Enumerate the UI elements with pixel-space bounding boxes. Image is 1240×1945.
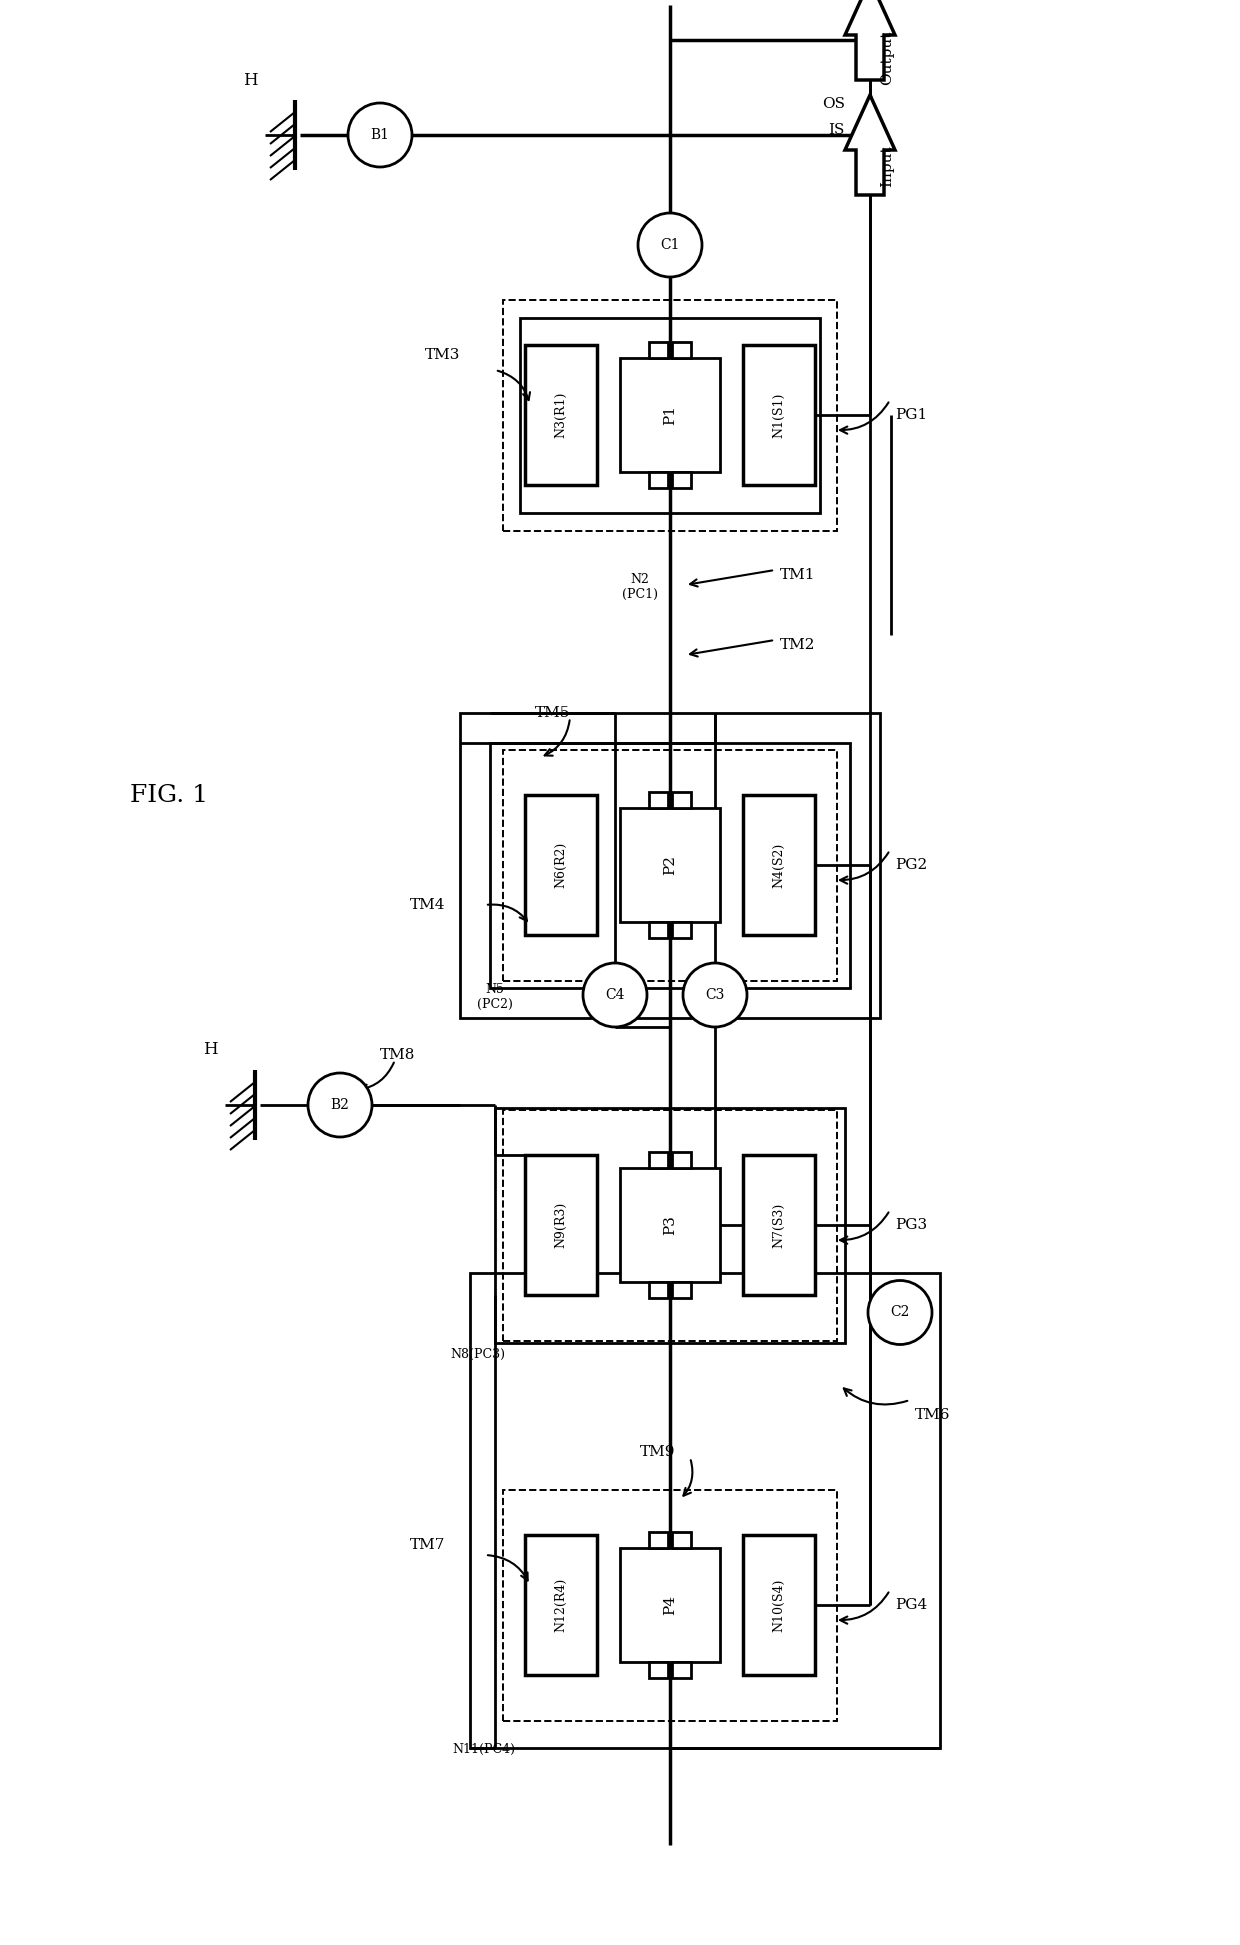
Polygon shape: [844, 95, 895, 194]
Bar: [672, 922, 691, 937]
Text: N1(S1): N1(S1): [773, 393, 785, 438]
Text: P1: P1: [663, 405, 677, 426]
Text: N4(S2): N4(S2): [773, 842, 785, 887]
Bar: [649, 792, 668, 807]
Text: N8(PC3): N8(PC3): [450, 1348, 505, 1360]
Text: PG3: PG3: [895, 1218, 928, 1231]
Bar: [620, 807, 720, 922]
Text: IS: IS: [828, 123, 844, 136]
Text: N11(PC4): N11(PC4): [453, 1743, 515, 1756]
Bar: [525, 1155, 596, 1295]
Bar: [470, 1272, 940, 1747]
Bar: [743, 1155, 815, 1295]
Bar: [672, 342, 691, 358]
Text: PG2: PG2: [895, 858, 928, 871]
Text: PG1: PG1: [895, 408, 928, 422]
Bar: [503, 300, 837, 531]
Bar: [649, 1661, 668, 1679]
Bar: [743, 344, 815, 484]
Text: TM3: TM3: [424, 348, 460, 362]
Text: TM4: TM4: [409, 899, 445, 912]
Text: N2
(PC1): N2 (PC1): [622, 572, 658, 601]
Text: P3: P3: [663, 1216, 677, 1235]
Bar: [649, 1533, 668, 1548]
Text: Output: Output: [880, 31, 894, 86]
Text: N7(S3): N7(S3): [773, 1202, 785, 1247]
Bar: [525, 796, 596, 936]
Text: OS: OS: [822, 97, 844, 111]
Bar: [649, 1282, 668, 1297]
Text: N12(R4): N12(R4): [554, 1577, 568, 1632]
Bar: [672, 1533, 691, 1548]
Circle shape: [639, 214, 702, 276]
Bar: [743, 796, 815, 936]
Text: P2: P2: [663, 856, 677, 875]
Bar: [672, 1282, 691, 1297]
Bar: [620, 358, 720, 473]
Text: N5
(PC2): N5 (PC2): [477, 982, 513, 1011]
Text: B2: B2: [331, 1099, 350, 1113]
Bar: [503, 749, 837, 980]
Text: N10(S4): N10(S4): [773, 1577, 785, 1632]
Bar: [503, 1490, 837, 1721]
Text: TM9: TM9: [640, 1445, 676, 1459]
Text: TM5: TM5: [534, 706, 570, 720]
Text: N3(R1): N3(R1): [554, 391, 568, 438]
Bar: [495, 1107, 844, 1342]
Text: C1: C1: [660, 237, 680, 253]
Text: H: H: [202, 1041, 217, 1058]
Bar: [460, 712, 880, 1017]
Text: PG4: PG4: [895, 1599, 928, 1612]
Text: B1: B1: [371, 128, 389, 142]
Circle shape: [308, 1074, 372, 1138]
Text: H: H: [243, 72, 258, 89]
Text: C2: C2: [890, 1305, 910, 1319]
Bar: [503, 1109, 837, 1340]
Bar: [525, 1535, 596, 1675]
Polygon shape: [844, 0, 895, 80]
Text: TM6: TM6: [915, 1408, 951, 1422]
Bar: [672, 792, 691, 807]
Bar: [672, 473, 691, 488]
Text: TM8: TM8: [379, 1048, 415, 1062]
Text: TM2: TM2: [780, 638, 816, 652]
Text: P4: P4: [663, 1595, 677, 1614]
Text: C3: C3: [706, 988, 724, 1002]
Bar: [649, 342, 668, 358]
Text: N6(R2): N6(R2): [554, 842, 568, 889]
Bar: [520, 317, 820, 512]
Text: TM7: TM7: [409, 1538, 445, 1552]
Circle shape: [348, 103, 412, 167]
Text: Input: Input: [880, 146, 894, 187]
Bar: [649, 1151, 668, 1169]
Bar: [672, 1151, 691, 1169]
Bar: [620, 1548, 720, 1661]
Text: N9(R3): N9(R3): [554, 1202, 568, 1249]
Circle shape: [683, 963, 746, 1027]
Bar: [525, 344, 596, 484]
Text: C4: C4: [605, 988, 625, 1002]
Bar: [743, 1535, 815, 1675]
Text: FIG. 1: FIG. 1: [130, 784, 208, 807]
Bar: [672, 1661, 691, 1679]
Bar: [649, 473, 668, 488]
Circle shape: [583, 963, 647, 1027]
Text: TM1: TM1: [780, 568, 816, 582]
Bar: [649, 922, 668, 937]
Bar: [620, 1169, 720, 1282]
Circle shape: [868, 1280, 932, 1344]
Bar: [490, 743, 849, 988]
